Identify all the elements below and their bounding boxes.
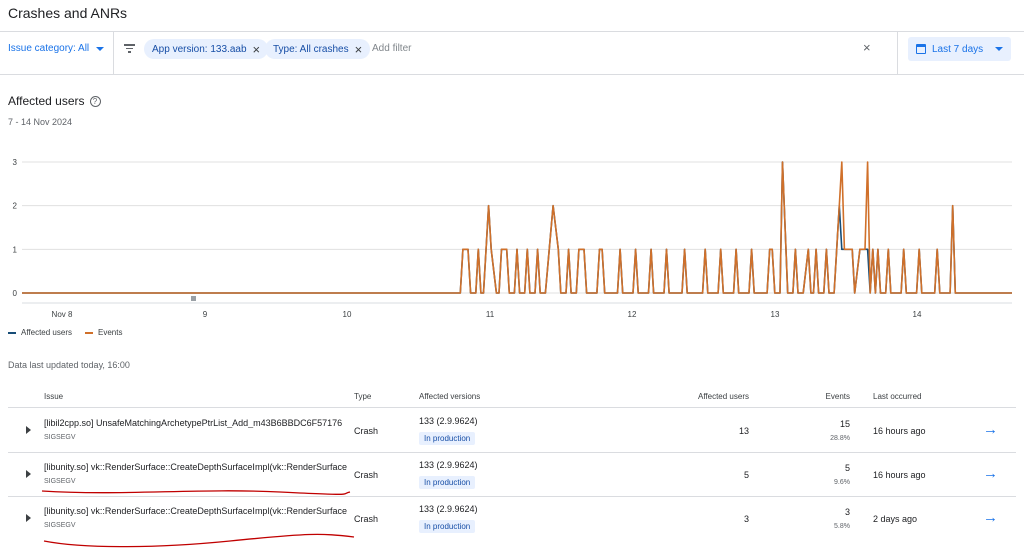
x-tick-label: Nov 8	[52, 310, 73, 319]
issue-version: 133 (2.9.9624)	[419, 416, 478, 426]
issue-title[interactable]: [libunity.so] vk::RenderSurface::CreateD…	[44, 506, 347, 516]
col-issue: Issue	[44, 392, 64, 401]
y-tick-label: 1	[13, 245, 18, 254]
chart-date-range: 7 - 14 Nov 2024	[8, 117, 73, 127]
events-count: 3	[844, 507, 850, 517]
x-tick-label: 10	[343, 310, 352, 319]
legend-swatch	[85, 331, 93, 334]
filter-chip-app-version[interactable]: App version: 133.aab ×	[144, 39, 269, 59]
issue-signal: SIGSEGV	[44, 478, 76, 485]
issue-type: Crash	[354, 514, 379, 524]
issue-category-dropdown[interactable]: Issue category: All	[8, 43, 105, 54]
col-versions: Affected versions	[419, 392, 481, 401]
legend-events[interactable]: Events	[85, 328, 122, 337]
filter-bar: Issue category: All App version: 133.aab…	[0, 31, 1024, 75]
caret-down-icon	[995, 47, 1003, 51]
legend-affected-users[interactable]: Affected users	[8, 328, 72, 337]
issue-title[interactable]: [libunity.so] vk::RenderSurface::CreateD…	[44, 462, 347, 472]
caret-down-icon	[96, 46, 105, 51]
x-tick-label: 13	[771, 310, 780, 319]
y-tick-label: 0	[13, 289, 18, 298]
clear-filters-icon[interactable]: ×	[863, 40, 871, 55]
events-percent: 9.6%	[834, 479, 850, 486]
col-last-occurred: Last occurred	[873, 392, 922, 401]
legend-label: Affected users	[21, 328, 72, 337]
annotation-marker[interactable]	[191, 296, 196, 301]
issue-category-label: Issue category: All	[8, 43, 90, 54]
divider	[897, 32, 898, 75]
col-affected-users: Affected users	[698, 392, 749, 401]
table-row[interactable]: [libil2cpp.so] UnsafeMatchingArchetypePt…	[8, 409, 1016, 453]
filter-icon[interactable]	[124, 44, 135, 54]
issue-signal: SIGSEGV	[44, 434, 76, 441]
affected-users-count: 5	[743, 470, 749, 480]
close-icon[interactable]: ×	[354, 41, 363, 57]
events-percent: 28.8%	[830, 435, 850, 442]
help-icon[interactable]: ?	[89, 95, 101, 107]
table-row[interactable]: [libunity.so] vk::RenderSurface::CreateD…	[8, 453, 1016, 497]
legend-swatch	[8, 331, 16, 334]
section-title: Affected users ?	[8, 94, 101, 108]
affected-users-count: 13	[738, 426, 749, 436]
series-line-affected-users	[22, 161, 1012, 294]
table-header: Issue Type Affected versions Affected us…	[8, 386, 1016, 408]
affected-users-count: 3	[743, 514, 749, 524]
col-events: Events	[825, 392, 850, 401]
arrow-right-icon[interactable]: →	[983, 465, 998, 482]
issue-type: Crash	[354, 426, 379, 436]
data-updated-text: Data last updated today, 16:00	[8, 360, 130, 370]
x-tick-label: 11	[486, 310, 495, 319]
expand-icon[interactable]	[26, 426, 31, 434]
divider	[113, 32, 114, 75]
section-title-text: Affected users	[8, 94, 85, 108]
legend-label: Events	[98, 328, 123, 337]
chip-label: App version: 133.aab	[152, 43, 247, 55]
page-title: Crashes and ANRs	[8, 5, 128, 21]
series-line-events	[22, 161, 1012, 294]
chip-label: Type: All crashes	[273, 43, 349, 55]
issue-version: 133 (2.9.9624)	[419, 504, 478, 514]
status-badge: In production	[419, 520, 476, 533]
calendar-icon	[916, 44, 926, 54]
x-tick-label: 12	[628, 310, 637, 319]
date-range-button[interactable]: Last 7 days	[908, 37, 1011, 61]
y-tick-label: 3	[13, 158, 18, 167]
issue-title[interactable]: [libil2cpp.so] UnsafeMatchingArchetypePt…	[44, 418, 343, 428]
last-occurred: 2 days ago	[873, 514, 918, 524]
events-count: 5	[844, 463, 850, 473]
last-occurred: 16 hours ago	[873, 470, 926, 480]
date-range-label: Last 7 days	[932, 43, 984, 55]
status-badge: In production	[419, 476, 476, 489]
events-percent: 5.8%	[834, 523, 850, 530]
y-tick-label: 2	[13, 202, 18, 211]
events-count: 15	[839, 419, 850, 429]
add-filter-input[interactable]: Add filter	[372, 43, 412, 54]
expand-icon[interactable]	[26, 470, 31, 478]
filter-chip-type[interactable]: Type: All crashes ×	[265, 39, 371, 59]
arrow-right-icon[interactable]: →	[983, 509, 998, 526]
status-badge: In production	[419, 432, 476, 445]
close-icon[interactable]: ×	[252, 41, 261, 57]
issue-signal: SIGSEGV	[44, 522, 76, 529]
issue-type: Crash	[354, 470, 379, 480]
table-row[interactable]: [libunity.so] vk::RenderSurface::CreateD…	[8, 497, 1016, 547]
arrow-right-icon[interactable]: →	[983, 421, 998, 438]
x-tick-label: 14	[913, 310, 922, 319]
x-tick-label: 9	[203, 310, 208, 319]
col-type: Type	[354, 392, 372, 401]
issue-version: 133 (2.9.9624)	[419, 460, 478, 470]
expand-icon[interactable]	[26, 514, 31, 522]
last-occurred: 16 hours ago	[873, 426, 926, 436]
